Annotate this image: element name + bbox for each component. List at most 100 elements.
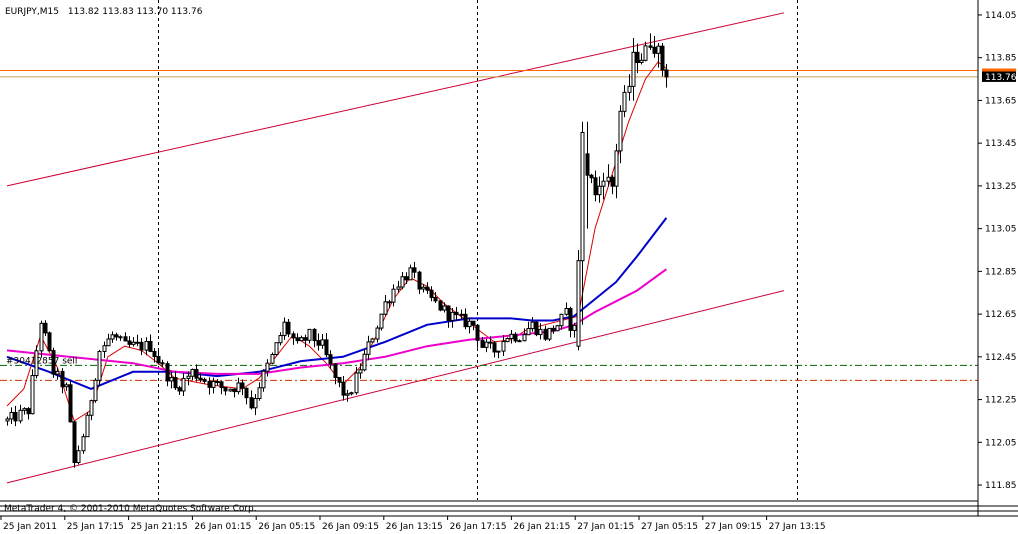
candle [349,391,354,396]
candle [354,366,359,395]
candle [328,350,333,369]
candle [144,337,149,356]
candle [601,172,606,200]
candle [509,330,514,344]
ohlc-values: 113.82 113.83 113.70 113.76 [68,7,203,17]
candle [648,33,653,50]
candle [404,272,409,284]
candle [114,332,119,341]
chart-title: EURJPY,M15 113.82 113.83 113.70 113.76 [5,7,203,17]
candle [572,322,577,338]
candle [39,320,44,358]
candle [606,164,611,187]
candle [278,332,283,346]
candle [299,335,304,342]
candle [614,143,619,199]
candle [597,176,602,203]
horizontal-levels [0,70,978,381]
x-tick-label: 26 Jan 09:15 [322,522,379,532]
candle [207,377,212,395]
candle [442,302,447,313]
y-tick-label: 113.45 [985,139,1017,149]
x-tick-label: 26 Jan 17:15 [450,522,507,532]
candle [547,327,552,342]
candle [18,404,23,424]
candle [618,105,623,164]
candle [643,41,648,62]
channel-lower-line[interactable] [6,290,785,484]
candle [526,321,531,336]
candle [438,300,443,312]
x-tick-label: 27 Jan 09:15 [705,522,762,532]
candle [467,317,472,334]
candle [375,325,380,343]
candle [211,377,216,394]
x-tick-label: 25 Jan 17:15 [67,522,124,532]
candle [622,85,627,118]
candle [34,345,39,379]
candle [123,332,128,342]
x-tick-label: 26 Jan 01:15 [194,522,251,532]
candle [198,373,203,383]
candle [9,407,14,424]
candle [366,335,371,361]
candle [400,272,405,290]
candle [555,325,560,332]
candle [559,313,564,330]
candle [274,342,279,356]
candle [391,284,396,307]
bid-price-tag [982,70,1016,82]
candle [379,313,384,331]
candle [270,352,275,365]
candle [664,64,669,88]
candle [362,349,367,372]
y-tick-label: 112.85 [985,267,1017,277]
candle [249,390,254,410]
candle [5,416,10,426]
candle [610,175,615,195]
candle [333,363,338,385]
ma-line-0 [6,61,667,422]
candle [68,379,73,423]
candle [408,264,413,281]
candle [244,387,249,405]
candle [190,368,195,381]
candle [85,412,90,438]
candle [261,369,266,392]
candle [513,332,518,343]
candle [202,377,207,384]
candle [530,317,535,332]
candle [459,309,464,320]
candle [639,53,644,65]
candle [421,284,426,293]
ask-price-tag [982,68,1016,72]
y-tick-label: 111.85 [985,481,1017,491]
candle [307,328,312,344]
candle [303,334,308,348]
candle [429,286,434,302]
candle [194,364,199,382]
candle [118,335,123,341]
candle [110,331,115,343]
candle [446,305,451,328]
x-tick-label: 27 Jan 13:15 [769,522,826,532]
candle [257,382,262,401]
candle [488,336,493,349]
candle [106,333,111,347]
candle [160,359,165,367]
candle [60,368,65,394]
candle [576,250,581,351]
candle [47,331,52,352]
candle [589,173,594,184]
candle [93,378,98,403]
candle [656,42,661,68]
candle [463,308,468,330]
x-tick-label: 25 Jan 21:15 [131,522,188,532]
candle [253,394,258,416]
candle [156,350,161,365]
candle [30,369,35,415]
time-axis: 25 Jan 2011 25 Jan 17:15 25 Jan 21:15 26 Ja… [0,516,826,532]
order-label[interactable]: #30412857 sell [6,356,77,366]
